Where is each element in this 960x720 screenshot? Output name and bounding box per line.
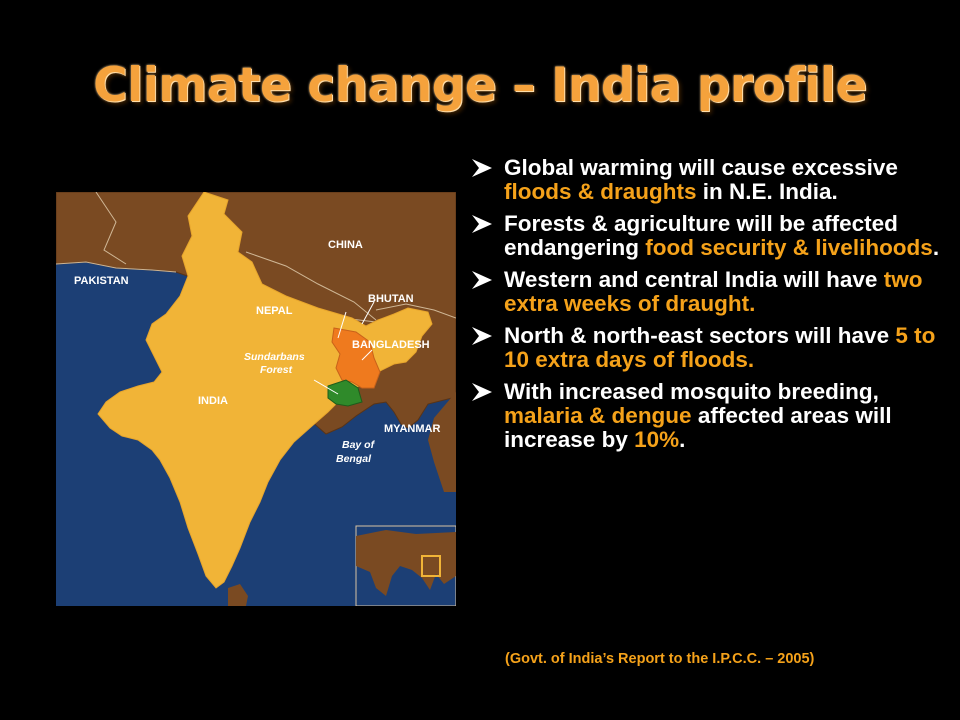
map-east-land xyxy=(428,392,456,492)
label-bay-of: Bay of xyxy=(342,439,376,451)
label-bengal: Bengal xyxy=(336,453,372,465)
label-india: INDIA xyxy=(198,395,228,407)
bullet-item: Western and central India will have two … xyxy=(470,268,940,316)
label-china: CHINA xyxy=(328,239,363,251)
bullet-item: With increased mosquito breeding, malari… xyxy=(470,380,940,452)
label-myanmar: MYANMAR xyxy=(384,423,440,435)
arrowhead-bullet-icon xyxy=(472,327,492,345)
arrowhead-bullet-icon xyxy=(472,271,492,289)
bullet-item: North & north-east sectors will have 5 t… xyxy=(470,324,940,372)
bullet-list: Global warming will cause excessive floo… xyxy=(470,156,940,460)
arrowhead-bullet-icon xyxy=(472,215,492,233)
label-bhutan: BHUTAN xyxy=(368,293,414,305)
inset-map xyxy=(355,525,456,606)
label-sundarbans-2: Forest xyxy=(260,364,293,376)
label-pakistan: PAKISTAN xyxy=(74,275,129,287)
bullet-item: Global warming will cause excessive floo… xyxy=(470,156,940,204)
map-sri-lanka xyxy=(228,584,248,606)
bullet-item: Forests & agriculture will be affected e… xyxy=(470,212,940,260)
label-bangladesh: BANGLADESH xyxy=(352,339,430,351)
source-citation: (Govt. of India’s Report to the I.P.C.C.… xyxy=(505,651,815,667)
map-india xyxy=(97,192,433,589)
label-sundarbans-1: Sundarbans xyxy=(244,351,305,363)
india-map: CHINA PAKISTAN NEPAL BHUTAN BANGLADESH S… xyxy=(56,192,456,606)
slide-title: Climate change – India profile xyxy=(93,58,867,113)
arrowhead-bullet-icon xyxy=(472,159,492,177)
arrowhead-bullet-icon xyxy=(472,383,492,401)
map-sundarbans-forest xyxy=(327,379,363,407)
map-bangladesh xyxy=(331,327,381,389)
label-nepal: NEPAL xyxy=(256,305,293,317)
